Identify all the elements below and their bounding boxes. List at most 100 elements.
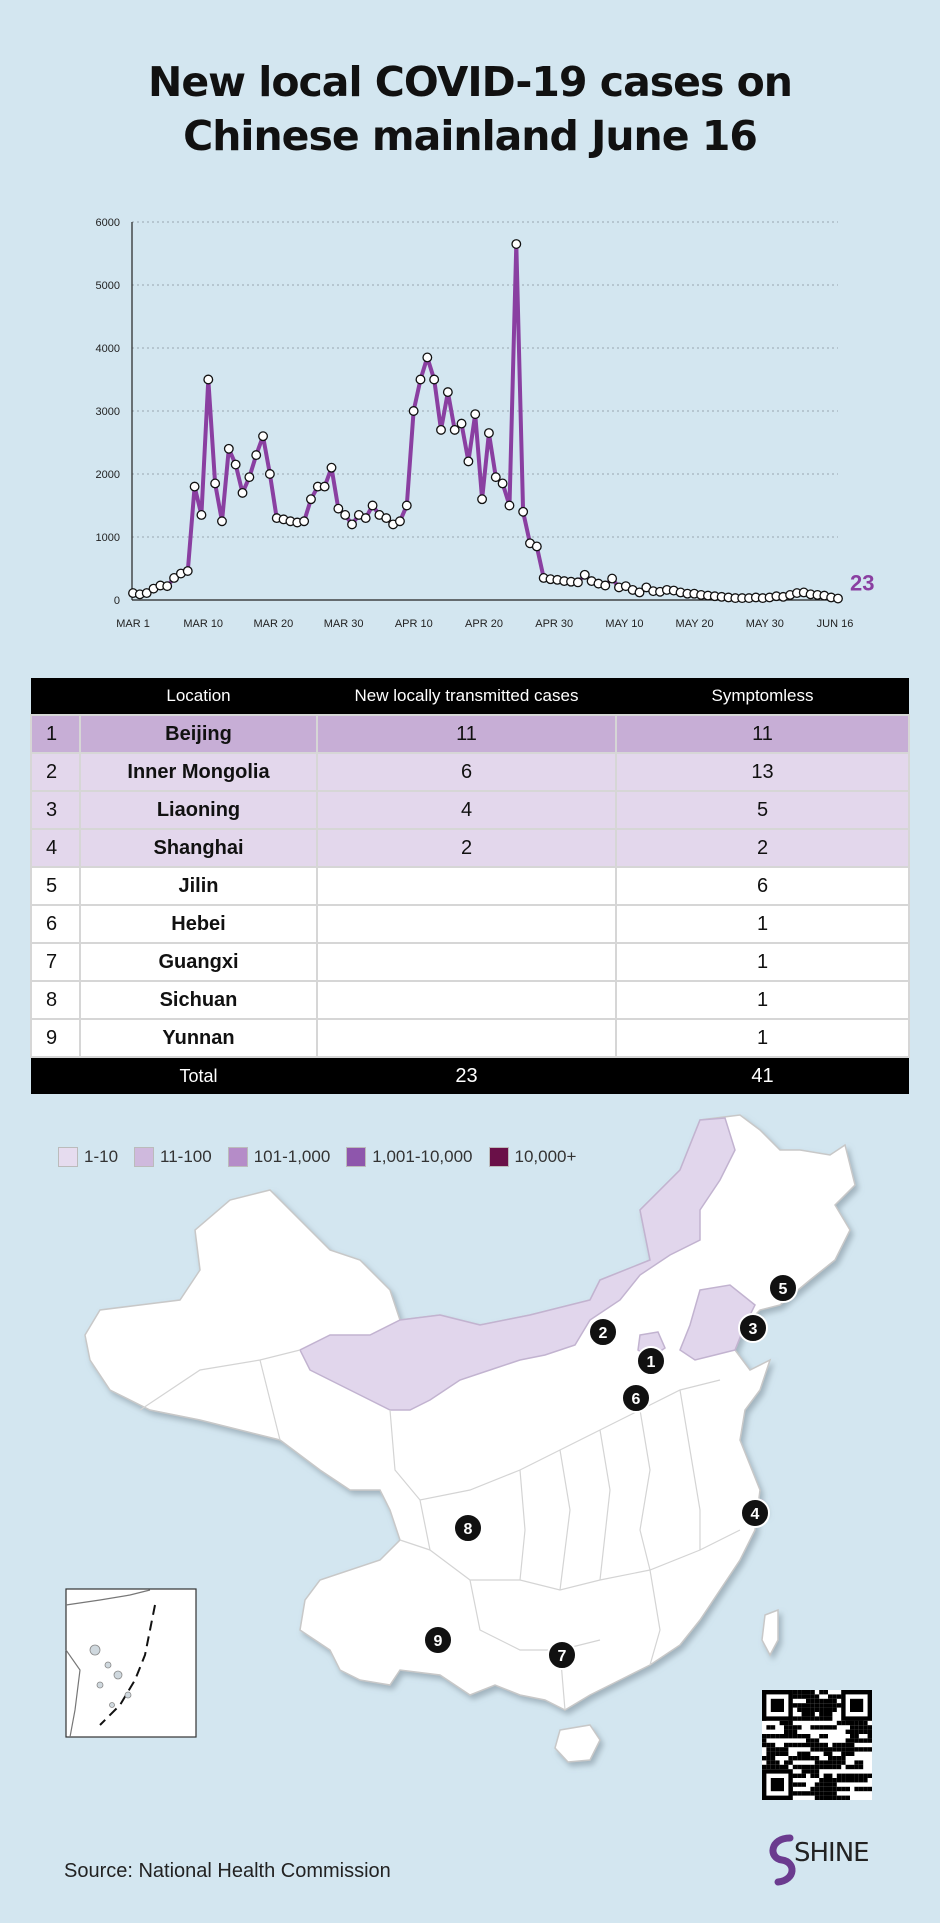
qr-module [828, 1756, 833, 1761]
map-landmass [84, 1114, 856, 1763]
qr-module [814, 1707, 820, 1712]
row-location: Beijing [79, 714, 318, 754]
qr-module [797, 1703, 802, 1708]
qr-module [863, 1786, 868, 1792]
qr-module [863, 1725, 868, 1730]
y-tick-label: 3000 [96, 406, 120, 418]
qr-module [762, 1764, 767, 1770]
qr-module [762, 1734, 767, 1739]
qr-module [762, 1738, 767, 1743]
qr-module [801, 1703, 806, 1708]
qr-module [801, 1690, 806, 1695]
qr-module [836, 1747, 842, 1752]
qr-module [845, 1778, 850, 1783]
qr-module [814, 1764, 820, 1770]
page-title: New local COVID-19 cases on Chinese main… [0, 55, 940, 163]
qr-module [828, 1725, 833, 1730]
qr-module [814, 1738, 820, 1743]
qr-module [788, 1756, 793, 1761]
qr-module [801, 1707, 806, 1712]
qr-module [792, 1764, 798, 1770]
row-symptomless: 6 [615, 866, 910, 906]
qr-module [819, 1725, 824, 1730]
qr-module [828, 1786, 833, 1792]
map-marker-label: 3 [749, 1321, 758, 1338]
table-row: 7 Guangxi 1 [30, 942, 910, 982]
qr-module [858, 1760, 864, 1765]
qr-module [850, 1742, 855, 1748]
qr-module [828, 1747, 833, 1752]
qr-module [845, 1720, 850, 1726]
qr-module [867, 1747, 872, 1752]
y-tick-label: 2000 [96, 469, 120, 481]
header-symptomless: Symptomless [616, 678, 909, 715]
qr-module [836, 1694, 842, 1699]
data-point [244, 472, 255, 483]
row-symptomless: 11 [615, 714, 910, 754]
data-point [182, 566, 193, 576]
data-point [169, 573, 180, 583]
qr-module [841, 1786, 846, 1792]
data-point [490, 472, 501, 483]
row-cases: 11 [316, 714, 617, 754]
qr-module [814, 1760, 820, 1765]
qr-module [845, 1773, 850, 1778]
qr-module [814, 1725, 820, 1730]
x-tick-label: APR 20 [465, 618, 503, 630]
qr-module [797, 1694, 802, 1699]
qr-module [836, 1773, 842, 1778]
map-marker-label: 8 [464, 1521, 473, 1538]
qr-module [814, 1756, 820, 1761]
qr-module [806, 1764, 811, 1770]
qr-module [819, 1707, 824, 1712]
qr-module [819, 1690, 824, 1695]
qr-module [854, 1764, 859, 1770]
inset-frame [65, 1588, 197, 1738]
header-cases: New locally transmitted cases [317, 678, 616, 715]
title-line-2: Chinese mainland June 16 [183, 112, 758, 160]
qr-module [850, 1751, 855, 1756]
qr-module [823, 1712, 828, 1717]
qr-module [788, 1734, 793, 1739]
qr-module [841, 1795, 846, 1800]
qr-module [792, 1742, 798, 1748]
data-point [347, 519, 357, 530]
qr-module [766, 1747, 771, 1752]
qr-module [810, 1747, 815, 1752]
map-marker-4 [740, 1498, 770, 1528]
qr-module [806, 1751, 811, 1756]
map-inset [65, 1588, 197, 1738]
qr-module [841, 1747, 846, 1752]
map-marker-5 [768, 1273, 798, 1303]
row-index: 7 [30, 942, 81, 982]
data-point [833, 593, 843, 604]
map-marker-label: 7 [558, 1648, 567, 1665]
legend-label: 11-100 [160, 1147, 212, 1166]
qr-module [850, 1773, 855, 1778]
qr-module [797, 1791, 802, 1796]
qr-module [819, 1791, 824, 1796]
qr-module [867, 1729, 872, 1734]
row-cases [316, 866, 617, 906]
qr-module [832, 1778, 837, 1783]
qr-module [823, 1791, 828, 1796]
qr-module [766, 1751, 771, 1756]
qr-module [845, 1751, 850, 1756]
qr-module [770, 1760, 776, 1765]
data-point [607, 573, 618, 584]
qr-module [762, 1756, 767, 1761]
qr-module [810, 1756, 815, 1761]
data-point [319, 481, 330, 492]
data-point [264, 469, 275, 479]
qr-module [810, 1725, 815, 1730]
qr-module [828, 1773, 833, 1778]
y-tick-label: 5000 [96, 280, 120, 292]
shine-logo-text: SHINE [794, 1838, 870, 1868]
qr-module [784, 1751, 789, 1756]
row-index: 1 [30, 714, 81, 754]
qr-module [854, 1773, 859, 1778]
qr-module [823, 1795, 828, 1800]
series-line [132, 242, 839, 601]
qr-module [814, 1786, 820, 1792]
table-header-row: Location New locally transmitted cases S… [31, 678, 909, 715]
